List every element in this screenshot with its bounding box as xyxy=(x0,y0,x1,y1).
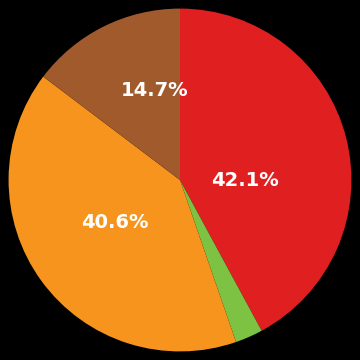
Text: 42.1%: 42.1% xyxy=(211,171,279,189)
Wedge shape xyxy=(180,180,262,342)
Text: 40.6%: 40.6% xyxy=(81,213,149,232)
Wedge shape xyxy=(9,77,236,351)
Wedge shape xyxy=(180,9,351,331)
Text: 14.7%: 14.7% xyxy=(121,81,188,100)
Wedge shape xyxy=(43,9,180,180)
